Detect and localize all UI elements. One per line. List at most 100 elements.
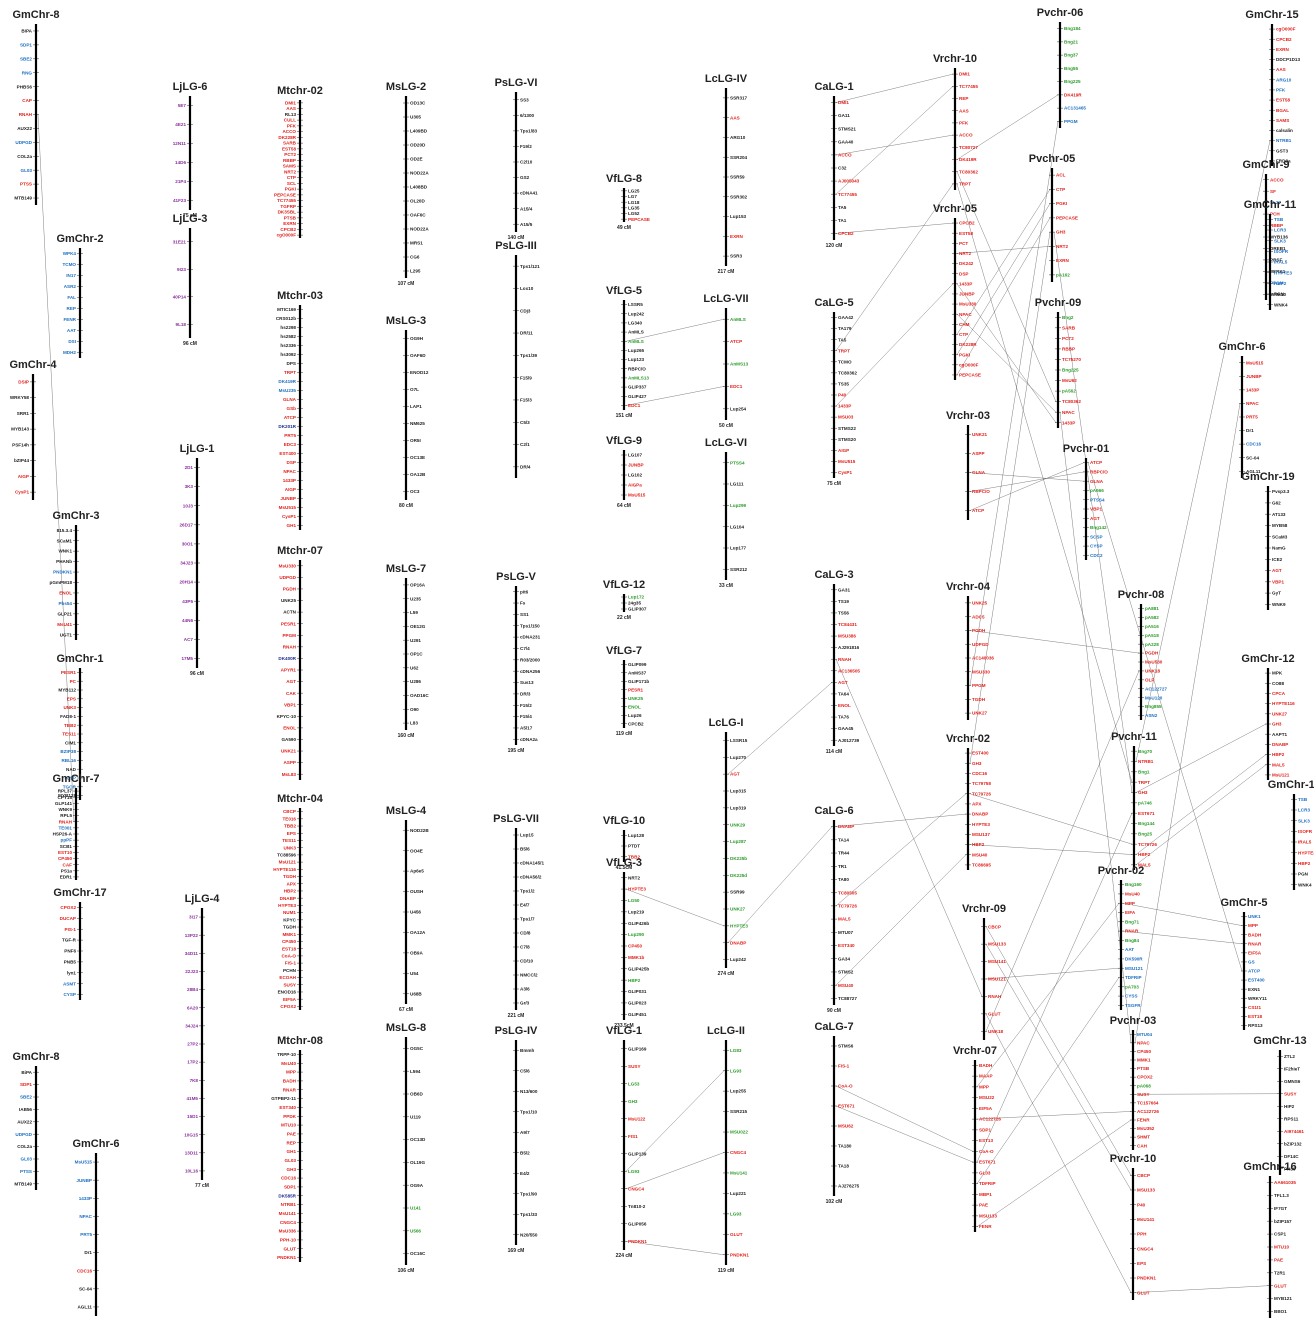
- marker-label: COL2a: [17, 154, 32, 159]
- marker-label: MsU515: [628, 493, 646, 498]
- marker-label: CS1t1: [1248, 1005, 1261, 1010]
- length-label: 114 cM: [826, 749, 842, 755]
- chromosome-title: GmChr-12: [1241, 653, 1294, 665]
- chromosome-gmchr-3: GmChr-3 815.3.4 SCaM1 WNK1 PHANb PNDKN1 pGmPM1…: [50, 510, 100, 640]
- marker-label: AAS: [730, 115, 740, 120]
- chromosome-vflg-7: VfLG-7 119 cM GLIP099 AnMS37 GLIP171b PESR1 UN…: [606, 645, 649, 737]
- marker-label: GLNA: [283, 397, 297, 402]
- marker-label: SBE2: [20, 56, 32, 61]
- marker-label: RL13: [285, 112, 297, 117]
- marker-label: Tps1/83: [520, 128, 538, 133]
- length-label: 41.5cM: [616, 865, 633, 871]
- marker-label: CG6: [410, 255, 420, 260]
- marker-label: LG104: [730, 524, 744, 529]
- marker-label: ACCO: [959, 133, 973, 138]
- marker-label: LG50: [628, 898, 640, 903]
- chromosome-calg-5: CaLG-5 75 cM GAA42 TA179 TA5 TRPT TCMO TC80362 T…: [814, 297, 857, 487]
- marker-label: UNK18: [1145, 669, 1161, 674]
- marker-label: pA162: [1056, 272, 1070, 277]
- marker-label: GL03: [21, 168, 33, 173]
- marker-label: L594: [410, 1069, 421, 1074]
- marker-label: GLIP139: [628, 1151, 647, 1156]
- marker-label: MsU40: [281, 1061, 296, 1066]
- chromosome-mslg-3: MsLG-3 80 cM OG9H OAF6D ENOD12 O7L LAP1 NM625 OR…: [386, 315, 429, 509]
- marker-label: GS: [1248, 960, 1255, 965]
- marker-label: PRT5: [1246, 415, 1258, 420]
- marker-label: STMS6: [838, 1044, 854, 1049]
- marker-label: CoA-O: [838, 1084, 853, 1089]
- marker-label: EPS: [1137, 1261, 1146, 1266]
- marker-label: DK225b: [730, 856, 747, 861]
- marker-label: VBP1: [1272, 579, 1284, 584]
- marker-label: A3/6: [520, 987, 530, 992]
- marker-label: L409BD: [410, 129, 428, 134]
- marker-label: MSU121: [1125, 966, 1143, 971]
- marker-label: DK400R: [278, 656, 296, 661]
- chromosome-title: LjLG-4: [185, 893, 221, 905]
- chromosome-title: VfLG-12: [603, 579, 645, 591]
- marker-label: GH1: [287, 523, 297, 528]
- marker-label: PFK: [1276, 88, 1286, 93]
- marker-label: UNK27: [1272, 711, 1288, 716]
- marker-label: WNK9: [1272, 602, 1286, 607]
- marker-label: PEPCASE: [274, 192, 296, 197]
- marker-label: PEPCASE: [1056, 215, 1078, 220]
- chromosome-pvchr-02: Pvchr-02 Bng160 MsU40 MPP EIFA Bng71 RNAR Bng84…: [1098, 865, 1144, 1010]
- chromosome-mtchr-08: Mtchr-08 TRPP-10 MsU40 MPP BADH RNAR GTPBP2-11…: [271, 1035, 323, 1262]
- marker-label: RNAR: [1248, 941, 1262, 946]
- chromosome-title: GmChr-8: [12, 9, 59, 21]
- marker-label: SDP1: [979, 1127, 991, 1132]
- marker-label: ENOL: [838, 703, 851, 708]
- marker-label: OC13D: [410, 1137, 426, 1142]
- marker-label: CRS012b: [276, 316, 296, 321]
- marker-label: PIS-1: [65, 927, 77, 932]
- marker-label: TC79758: [972, 781, 991, 786]
- chromosome-gmchr-1: GmChr-1 PESR1 PC MYB112 EPS UNK3 FAD8-1 TBB2 TES…: [56, 653, 104, 800]
- length-label: 80 cM: [399, 503, 413, 509]
- marker-label: EST18: [1248, 1014, 1262, 1019]
- marker-label: FIS-1: [838, 1064, 850, 1069]
- chromosome-pvchr-01: Pvchr-01 ATCP RBPC/O GLNA pA666 PTSS4 VBP1 AGT B…: [1063, 443, 1109, 560]
- marker-label: OD13C: [410, 101, 426, 106]
- marker-label: GAA42: [838, 315, 854, 320]
- chromosome-title: MsLG-2: [386, 81, 426, 93]
- length-label: 119 cM: [718, 1268, 734, 1274]
- marker-label: RBBP: [1270, 223, 1283, 228]
- marker-label: TC80727: [959, 145, 978, 150]
- chromosome-vrchr-10: Vrchr-10 DMI1 TC77455 REP AAS PFK ACCO TC80727 D…: [933, 53, 978, 190]
- marker-label: 1433P: [1246, 387, 1259, 392]
- marker-label: hs3092: [280, 352, 296, 357]
- marker-label: DREB1: [1270, 246, 1286, 251]
- marker-label: PPDK: [283, 1114, 296, 1119]
- chromosome-title: MsLG-3: [386, 315, 426, 327]
- marker-label: OR5I: [410, 438, 421, 443]
- marker-label: Bng55: [1064, 66, 1078, 71]
- marker-label: MAAP: [979, 1074, 993, 1079]
- marker-label: AGT: [1090, 516, 1100, 521]
- marker-label: TA80: [838, 877, 849, 882]
- marker-label: L83: [410, 721, 418, 726]
- marker-label: SUSY: [283, 982, 296, 987]
- chromosome-title: Pvchr-08: [1118, 589, 1164, 601]
- marker-label: CYSP: [1090, 544, 1103, 549]
- marker-label: pA068: [1137, 1083, 1151, 1088]
- marker-label: N20/550: [520, 1232, 538, 1237]
- chromosome-title: Pvchr-09: [1035, 297, 1081, 309]
- marker-label: 17P2: [187, 1060, 198, 1065]
- marker-label: AAS: [286, 106, 296, 111]
- marker-label: AJ012739: [838, 738, 860, 743]
- marker-label: CAH: [1137, 1143, 1148, 1148]
- marker-label: AnMS37: [628, 670, 647, 675]
- marker-label: DSP: [287, 460, 296, 465]
- marker-label: DK419R: [278, 379, 296, 384]
- chromosome-title: Pvchr-05: [1029, 153, 1075, 165]
- marker-label: LG53: [628, 1081, 640, 1086]
- marker-label: AUX22: [17, 1119, 32, 1124]
- marker-label: Lup219: [628, 909, 645, 914]
- marker-label: ASMT: [63, 981, 76, 986]
- marker-label: A5/17: [520, 726, 533, 731]
- marker-label: GLIP307: [628, 607, 647, 612]
- marker-label: MsU515: [279, 505, 297, 510]
- marker-label: BiPA: [21, 1070, 32, 1075]
